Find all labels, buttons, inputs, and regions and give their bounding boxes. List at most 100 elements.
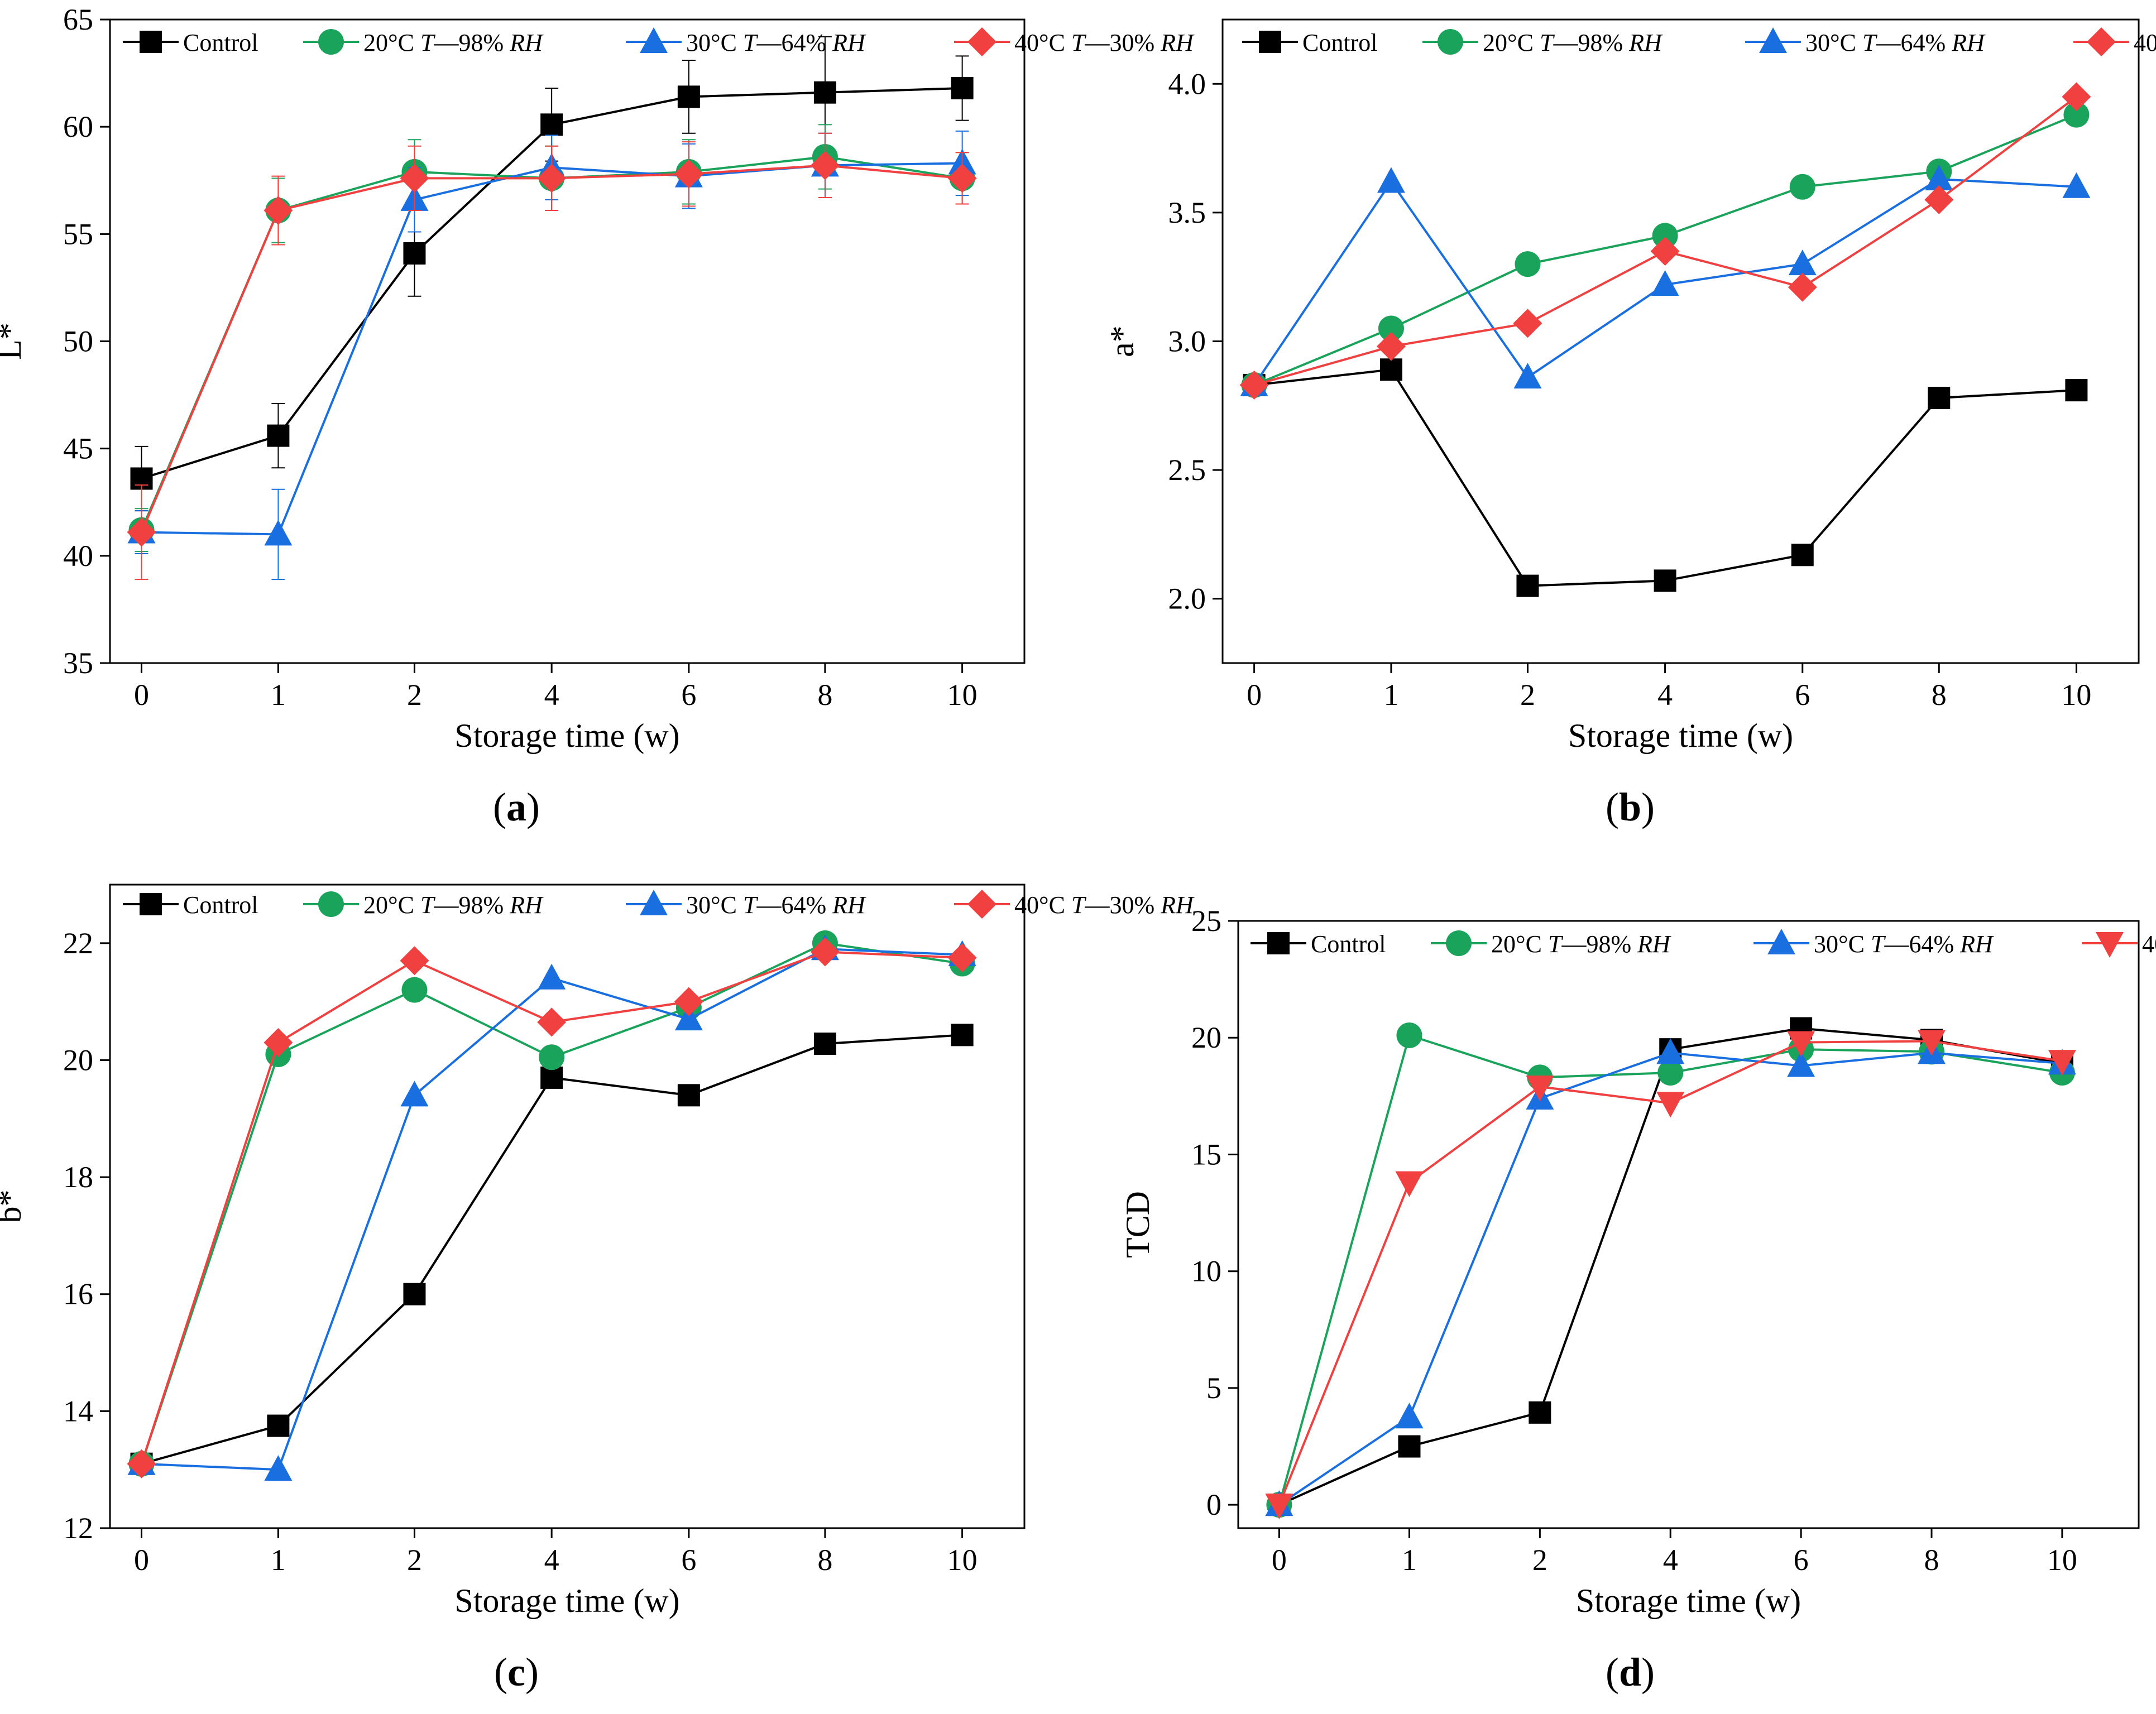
y-tick-label: 22 <box>63 926 93 960</box>
plot-frame <box>109 18 1026 664</box>
y-tick-label: 20 <box>63 1043 93 1077</box>
data-point <box>2065 379 2088 402</box>
series-0 <box>130 1024 974 1475</box>
data-point <box>1513 363 1542 389</box>
panel-label: (a) <box>493 785 540 829</box>
series-line <box>140 155 962 531</box>
data-point <box>1925 164 1953 190</box>
legend-marker <box>140 31 162 53</box>
panel-label: (d) <box>1606 1650 1655 1694</box>
data-point <box>1395 1403 1424 1429</box>
legend: Control 20°C T—98% RH 30°C T—64% RH 40°C T—… <box>1242 27 2156 56</box>
x-tick-label: 6 <box>681 1543 696 1577</box>
data-point <box>1791 544 1814 566</box>
y-axis-label: TCD <box>1119 1191 1156 1258</box>
series-0 <box>1243 358 2088 597</box>
panel-label: (b) <box>1606 785 1655 829</box>
data-point <box>1513 309 1542 338</box>
legend-marker <box>2087 27 2116 56</box>
data-point <box>263 196 293 225</box>
series-3 <box>127 937 977 1478</box>
legend: Control 20°C T—98% RH 30°C T—64% RH 40°C T—… <box>123 27 1195 56</box>
y-tick-label: 50 <box>63 325 93 358</box>
data-point <box>2063 102 2090 128</box>
series-line <box>141 162 962 536</box>
data-point <box>127 1449 156 1478</box>
series-line <box>140 164 962 533</box>
data-point <box>1787 1051 1815 1077</box>
data-point <box>674 1005 703 1031</box>
x-tick-label: 8 <box>1924 1543 1939 1577</box>
data-point <box>1516 574 1539 597</box>
plot-frame <box>1237 920 2140 1529</box>
y-axis-label: L* <box>0 323 28 360</box>
x-tick-label: 1 <box>1383 678 1398 712</box>
data-point <box>1652 223 1678 249</box>
x-tick-label: 6 <box>681 678 696 712</box>
data-point <box>127 517 156 547</box>
data-point <box>538 963 566 990</box>
legend-marker <box>1267 932 1290 954</box>
legend-label: 30°C T—64% RH <box>686 891 866 919</box>
x-axis-label: Storage time (w) <box>1576 1582 1801 1619</box>
legend-marker <box>640 27 668 53</box>
legend-marker <box>318 891 344 917</box>
x-tick-label: 2 <box>1520 678 1535 712</box>
data-point <box>401 977 428 1003</box>
y-tick-label: 10 <box>1191 1255 1221 1288</box>
data-point <box>1918 1030 1946 1056</box>
data-point <box>1529 1401 1551 1424</box>
y-tick-label: 3.0 <box>1168 325 1206 358</box>
data-point <box>403 1283 426 1305</box>
y-tick-label: 2.5 <box>1168 453 1206 487</box>
data-point <box>400 164 429 193</box>
data-point <box>1376 332 1406 361</box>
data-point <box>674 159 703 189</box>
legend-label: Control <box>1311 930 1386 958</box>
data-point <box>1656 1038 1685 1064</box>
legend-label: 30°C T—64% RH <box>686 29 866 56</box>
x-tick-label: 8 <box>817 1543 832 1577</box>
data-point <box>1928 386 1951 409</box>
data-point <box>2062 82 2091 112</box>
legend-label: 30°C T—64% RH <box>1805 29 1986 56</box>
panel-d: 0 1 2 4 6 8 10 0 5 10 15 20 25 Storage time (w) TCD Con… <box>1119 904 2156 1694</box>
data-point <box>539 1044 565 1070</box>
data-point <box>2062 172 2091 198</box>
series-3 <box>1239 82 2091 400</box>
data-point <box>674 987 703 1016</box>
legend-marker <box>1259 31 1281 53</box>
data-point <box>267 424 290 447</box>
data-point <box>813 81 836 104</box>
legend-marker <box>318 29 344 55</box>
legend-marker <box>2096 932 2124 958</box>
y-tick-label: 2.0 <box>1168 582 1206 616</box>
series-line <box>141 1034 962 1465</box>
x-tick-label: 2 <box>407 678 422 712</box>
series-line <box>1278 1052 2063 1506</box>
y-tick-label: 5 <box>1206 1371 1221 1405</box>
data-point <box>1788 272 1817 302</box>
panel-b: 0 1 2 4 6 8 10 2.0 2.5 3.0 3.5 4.0 Storage time (w) a… <box>1104 18 2156 829</box>
legend-label: 40°C T—30% RH <box>1014 891 1195 919</box>
data-point <box>947 943 977 973</box>
y-tick-label: 25 <box>1191 904 1221 938</box>
x-tick-label: 4 <box>1657 678 1673 712</box>
data-point <box>2048 1050 2076 1076</box>
legend-label: Control <box>183 891 258 919</box>
y-axis-label: a* <box>1104 325 1141 357</box>
y-tick-label: 16 <box>63 1278 93 1311</box>
x-axis-label: Storage time (w) <box>1568 717 1793 754</box>
y-tick-label: 18 <box>63 1160 93 1194</box>
data-point <box>267 1414 290 1437</box>
x-tick-label: 2 <box>1532 1543 1547 1577</box>
y-tick-label: 55 <box>63 217 93 251</box>
x-tick-label: 8 <box>817 678 832 712</box>
data-point <box>810 937 840 967</box>
data-point <box>951 76 974 99</box>
x-tick-label: 6 <box>1794 1543 1809 1577</box>
legend-marker <box>967 27 996 56</box>
legend-label: Control <box>1302 29 1377 56</box>
